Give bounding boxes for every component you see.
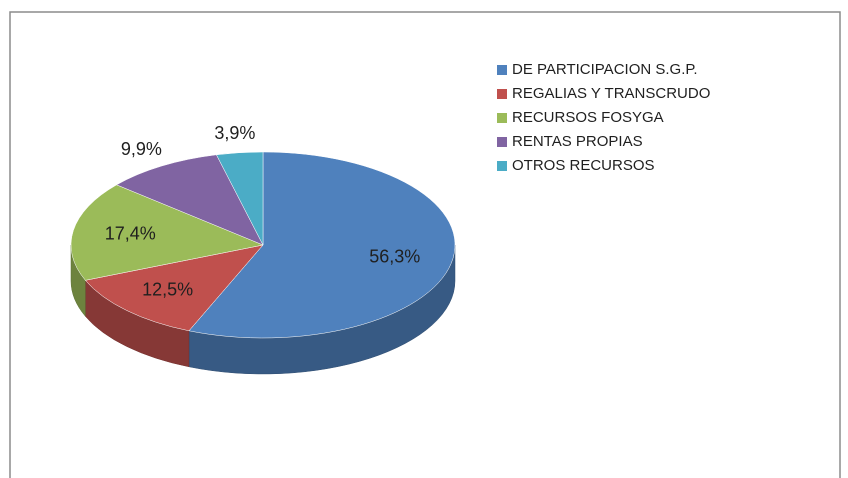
slice-label: 56,3% (369, 247, 420, 267)
pie-slice (70, 184, 264, 281)
legend-swatch (497, 113, 507, 123)
slice-label: 17,4% (105, 224, 156, 244)
slice-label: 9,9% (121, 139, 162, 159)
pie-slice (116, 154, 264, 246)
legend-swatch (497, 161, 507, 171)
pie-slice (188, 151, 456, 339)
legend-label: RENTAS PROPIAS (512, 133, 643, 150)
chart-frame (9, 11, 841, 478)
legend-label: REGALIAS Y TRANSCRUDO (512, 85, 710, 102)
slice-label: 3,9% (214, 123, 255, 143)
legend-swatch (497, 65, 507, 75)
legend-label: RECURSOS FOSYGA (512, 109, 664, 126)
pie-slice (84, 244, 264, 332)
pie-slice (216, 151, 264, 246)
legend-swatch (497, 137, 507, 147)
legend-label: DE PARTICIPACION S.G.P. (512, 61, 698, 78)
legend-swatch (497, 89, 507, 99)
legend-label: OTROS RECURSOS (512, 157, 655, 174)
slice-label: 12,5% (142, 280, 193, 300)
